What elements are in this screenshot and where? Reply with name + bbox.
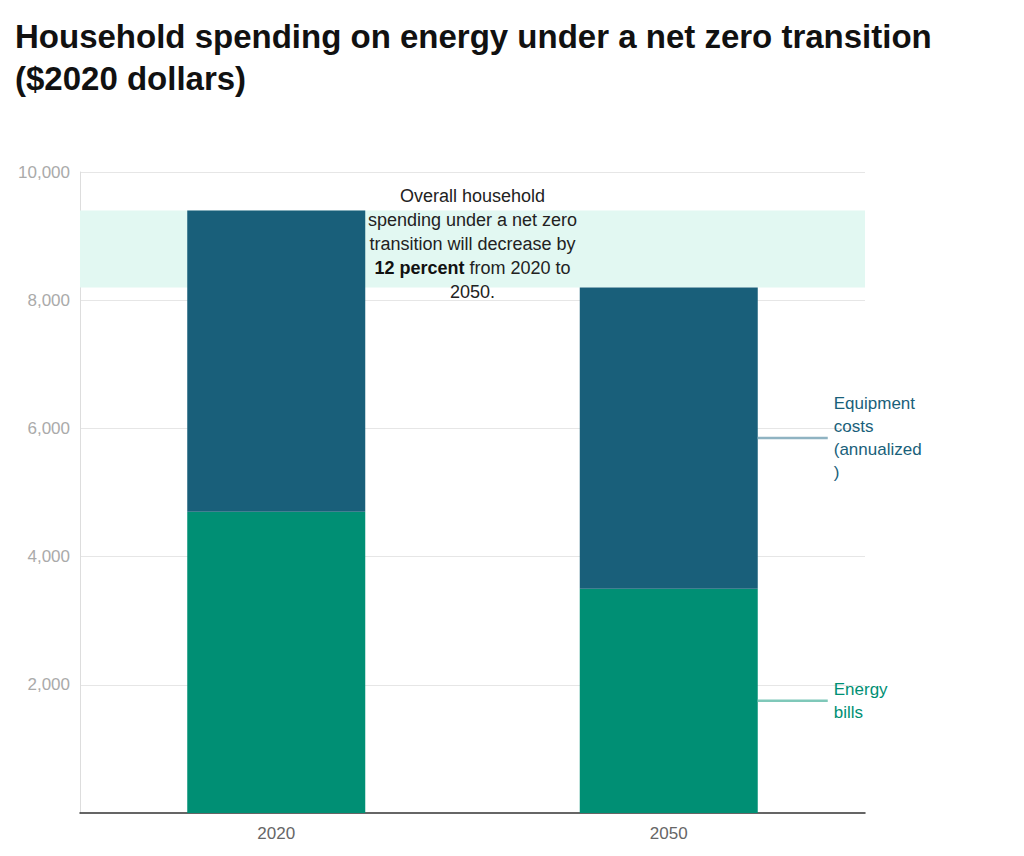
svg-text:2050.: 2050. bbox=[450, 282, 495, 302]
svg-text:from 2020 to: from 2020 to bbox=[464, 258, 570, 278]
svg-text:transition will decrease by: transition will decrease by bbox=[369, 234, 575, 254]
svg-text:8,000: 8,000 bbox=[27, 291, 70, 310]
svg-text:costs: costs bbox=[834, 417, 878, 436]
svg-text:bills: bills bbox=[834, 703, 863, 722]
svg-text:Energy: Energy bbox=[834, 680, 893, 699]
svg-text:10,000: 10,000 bbox=[18, 163, 70, 182]
svg-text:Overall household: Overall household bbox=[400, 186, 545, 206]
svg-text:($2020 dollars): ($2020 dollars) bbox=[15, 60, 246, 97]
svg-text:6,000: 6,000 bbox=[27, 419, 70, 438]
svg-text:Equipment: Equipment bbox=[834, 394, 920, 413]
svg-text:2020: 2020 bbox=[257, 824, 295, 843]
svg-text:(annualized: (annualized bbox=[834, 440, 922, 459]
svg-text:spending under a net zero: spending under a net zero bbox=[368, 210, 577, 230]
svg-text:12 percent: 12 percent bbox=[374, 258, 464, 278]
svg-text:2,000: 2,000 bbox=[27, 675, 70, 694]
svg-text:): ) bbox=[834, 463, 840, 482]
svg-text:4,000: 4,000 bbox=[27, 547, 70, 566]
svg-text:Household spending on energy u: Household spending on energy under a net… bbox=[15, 18, 941, 55]
svg-text:2050: 2050 bbox=[650, 824, 688, 843]
